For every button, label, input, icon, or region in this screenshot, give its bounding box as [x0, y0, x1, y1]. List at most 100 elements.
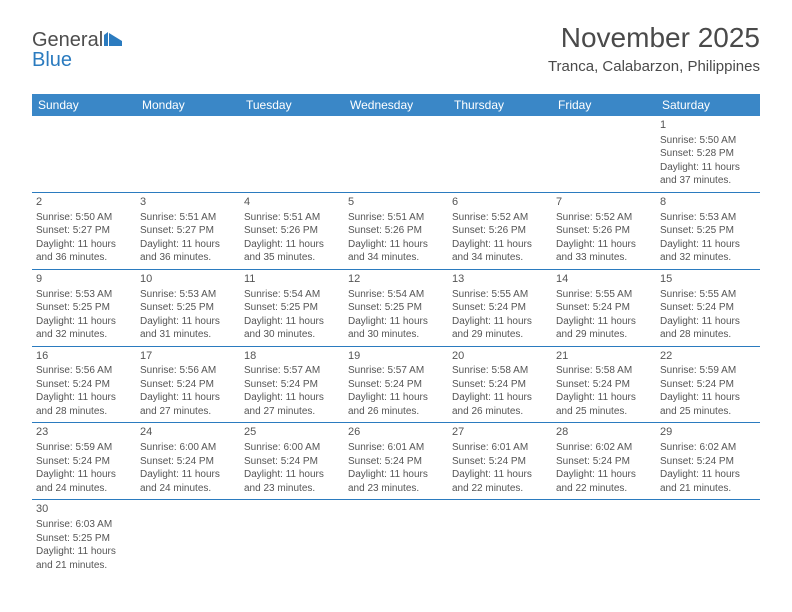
calendar-day-cell: 8Sunrise: 5:53 AMSunset: 5:25 PMDaylight… [656, 192, 760, 269]
day-details: Sunrise: 6:00 AMSunset: 5:24 PMDaylight:… [140, 441, 236, 495]
day-number: 23 [36, 425, 132, 440]
sunset-line: Sunset: 5:24 PM [140, 378, 236, 392]
calendar-day-cell: 11Sunrise: 5:54 AMSunset: 5:25 PMDayligh… [240, 269, 344, 346]
calendar-header-row: SundayMondayTuesdayWednesdayThursdayFrid… [32, 94, 760, 116]
sunrise-line: Sunrise: 5:53 AM [140, 288, 236, 302]
day-number: 28 [556, 425, 652, 440]
sunset-line: Sunset: 5:26 PM [452, 224, 548, 238]
sunrise-line: Sunrise: 5:57 AM [244, 364, 340, 378]
daylight-line: Daylight: 11 hours and 26 minutes. [452, 391, 548, 418]
calendar-day-cell: 1Sunrise: 5:50 AMSunset: 5:28 PMDaylight… [656, 116, 760, 192]
calendar-day-cell: 15Sunrise: 5:55 AMSunset: 5:24 PMDayligh… [656, 269, 760, 346]
day-details: Sunrise: 5:50 AMSunset: 5:27 PMDaylight:… [36, 211, 132, 265]
day-number: 6 [452, 195, 548, 210]
sunset-line: Sunset: 5:27 PM [36, 224, 132, 238]
day-details: Sunrise: 5:55 AMSunset: 5:24 PMDaylight:… [660, 288, 756, 342]
calendar-empty-cell [448, 500, 552, 576]
daylight-line: Daylight: 11 hours and 34 minutes. [452, 238, 548, 265]
day-number: 12 [348, 272, 444, 287]
sunset-line: Sunset: 5:24 PM [348, 378, 444, 392]
day-details: Sunrise: 5:51 AMSunset: 5:26 PMDaylight:… [348, 211, 444, 265]
daylight-line: Daylight: 11 hours and 32 minutes. [36, 315, 132, 342]
calendar-day-cell: 30Sunrise: 6:03 AMSunset: 5:25 PMDayligh… [32, 500, 136, 576]
sunset-line: Sunset: 5:28 PM [660, 147, 756, 161]
calendar-day-cell: 17Sunrise: 5:56 AMSunset: 5:24 PMDayligh… [136, 346, 240, 423]
sunrise-line: Sunrise: 5:51 AM [348, 211, 444, 225]
calendar-empty-cell [344, 116, 448, 192]
calendar-week-row: 16Sunrise: 5:56 AMSunset: 5:24 PMDayligh… [32, 346, 760, 423]
sunrise-line: Sunrise: 5:57 AM [348, 364, 444, 378]
month-title: November 2025 [548, 22, 760, 54]
day-number: 10 [140, 272, 236, 287]
calendar-week-row: 23Sunrise: 5:59 AMSunset: 5:24 PMDayligh… [32, 423, 760, 500]
day-details: Sunrise: 5:51 AMSunset: 5:27 PMDaylight:… [140, 211, 236, 265]
sunset-line: Sunset: 5:24 PM [36, 455, 132, 469]
calendar-day-cell: 4Sunrise: 5:51 AMSunset: 5:26 PMDaylight… [240, 192, 344, 269]
weekday-header: Tuesday [240, 94, 344, 116]
sunrise-line: Sunrise: 5:56 AM [140, 364, 236, 378]
sunset-line: Sunset: 5:24 PM [36, 378, 132, 392]
daylight-line: Daylight: 11 hours and 22 minutes. [556, 468, 652, 495]
weekday-header: Saturday [656, 94, 760, 116]
day-number: 27 [452, 425, 548, 440]
calendar-day-cell: 10Sunrise: 5:53 AMSunset: 5:25 PMDayligh… [136, 269, 240, 346]
day-details: Sunrise: 5:50 AMSunset: 5:28 PMDaylight:… [660, 134, 756, 188]
sunrise-line: Sunrise: 5:50 AM [660, 134, 756, 148]
sunset-line: Sunset: 5:24 PM [556, 455, 652, 469]
day-number: 1 [660, 118, 756, 133]
sunset-line: Sunset: 5:25 PM [348, 301, 444, 315]
daylight-line: Daylight: 11 hours and 27 minutes. [244, 391, 340, 418]
calendar-empty-cell [552, 500, 656, 576]
weekday-header: Sunday [32, 94, 136, 116]
daylight-line: Daylight: 11 hours and 21 minutes. [36, 545, 132, 572]
logo-suffix: Blue [32, 49, 72, 71]
daylight-line: Daylight: 11 hours and 35 minutes. [244, 238, 340, 265]
day-details: Sunrise: 5:55 AMSunset: 5:24 PMDaylight:… [452, 288, 548, 342]
sunrise-line: Sunrise: 5:53 AM [36, 288, 132, 302]
sunrise-line: Sunrise: 5:50 AM [36, 211, 132, 225]
day-number: 26 [348, 425, 444, 440]
sunrise-line: Sunrise: 5:58 AM [452, 364, 548, 378]
daylight-line: Daylight: 11 hours and 37 minutes. [660, 161, 756, 188]
day-details: Sunrise: 6:03 AMSunset: 5:25 PMDaylight:… [36, 518, 132, 572]
day-number: 9 [36, 272, 132, 287]
day-number: 15 [660, 272, 756, 287]
calendar-day-cell: 6Sunrise: 5:52 AMSunset: 5:26 PMDaylight… [448, 192, 552, 269]
daylight-line: Daylight: 11 hours and 23 minutes. [244, 468, 340, 495]
sunset-line: Sunset: 5:24 PM [452, 301, 548, 315]
sunrise-line: Sunrise: 5:59 AM [660, 364, 756, 378]
calendar-day-cell: 26Sunrise: 6:01 AMSunset: 5:24 PMDayligh… [344, 423, 448, 500]
sunrise-line: Sunrise: 5:55 AM [660, 288, 756, 302]
day-number: 13 [452, 272, 548, 287]
sunrise-line: Sunrise: 6:00 AM [140, 441, 236, 455]
location: Tranca, Calabarzon, Philippines [548, 58, 760, 75]
sunrise-line: Sunrise: 6:01 AM [348, 441, 444, 455]
day-details: Sunrise: 5:53 AMSunset: 5:25 PMDaylight:… [140, 288, 236, 342]
day-details: Sunrise: 6:01 AMSunset: 5:24 PMDaylight:… [348, 441, 444, 495]
calendar-day-cell: 7Sunrise: 5:52 AMSunset: 5:26 PMDaylight… [552, 192, 656, 269]
sunrise-line: Sunrise: 5:51 AM [140, 211, 236, 225]
daylight-line: Daylight: 11 hours and 25 minutes. [660, 391, 756, 418]
calendar-table: SundayMondayTuesdayWednesdayThursdayFrid… [32, 94, 760, 576]
calendar-day-cell: 22Sunrise: 5:59 AMSunset: 5:24 PMDayligh… [656, 346, 760, 423]
calendar-week-row: 2Sunrise: 5:50 AMSunset: 5:27 PMDaylight… [32, 192, 760, 269]
day-number: 7 [556, 195, 652, 210]
daylight-line: Daylight: 11 hours and 24 minutes. [140, 468, 236, 495]
calendar-day-cell: 23Sunrise: 5:59 AMSunset: 5:24 PMDayligh… [32, 423, 136, 500]
day-number: 14 [556, 272, 652, 287]
day-number: 3 [140, 195, 236, 210]
title-block: November 2025 Tranca, Calabarzon, Philip… [548, 22, 760, 75]
calendar-day-cell: 16Sunrise: 5:56 AMSunset: 5:24 PMDayligh… [32, 346, 136, 423]
calendar-empty-cell [136, 500, 240, 576]
calendar-day-cell: 21Sunrise: 5:58 AMSunset: 5:24 PMDayligh… [552, 346, 656, 423]
day-number: 24 [140, 425, 236, 440]
calendar-day-cell: 28Sunrise: 6:02 AMSunset: 5:24 PMDayligh… [552, 423, 656, 500]
day-number: 2 [36, 195, 132, 210]
sunrise-line: Sunrise: 6:02 AM [660, 441, 756, 455]
daylight-line: Daylight: 11 hours and 28 minutes. [660, 315, 756, 342]
sunrise-line: Sunrise: 6:00 AM [244, 441, 340, 455]
daylight-line: Daylight: 11 hours and 28 minutes. [36, 391, 132, 418]
day-details: Sunrise: 5:53 AMSunset: 5:25 PMDaylight:… [660, 211, 756, 265]
sunset-line: Sunset: 5:24 PM [244, 378, 340, 392]
sunset-line: Sunset: 5:24 PM [660, 301, 756, 315]
